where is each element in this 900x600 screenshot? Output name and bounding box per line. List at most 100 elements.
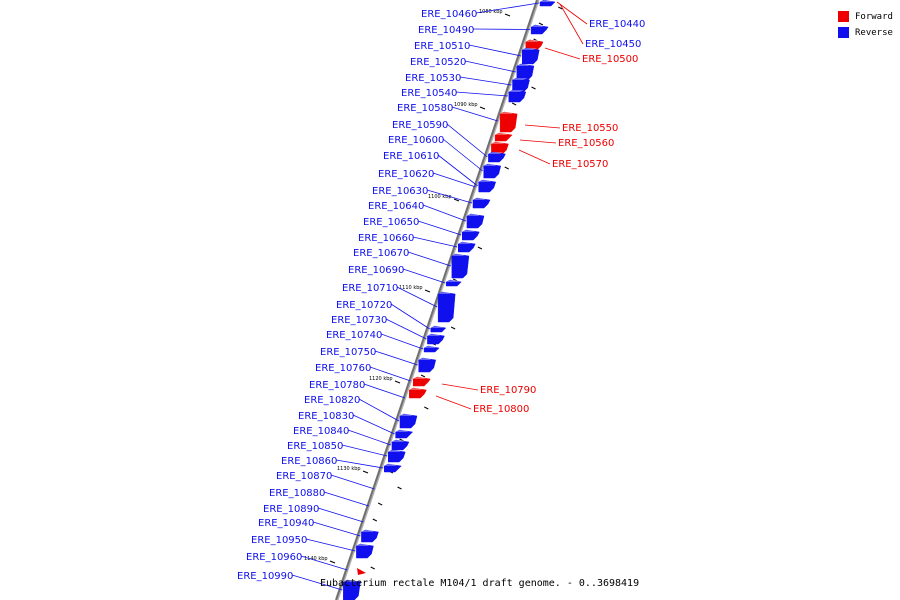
reverse-gene-label: ERE_10830 — [298, 411, 354, 422]
scale-tick — [531, 86, 536, 90]
scale-tick — [533, 38, 538, 42]
legend-item-reverse: Reverse — [838, 25, 898, 40]
reverse-swatch-icon — [838, 27, 849, 38]
reverse-gene-label: ERE_10870 — [276, 471, 332, 482]
reverse-connector — [446, 123, 488, 158]
scale-tick — [370, 566, 375, 570]
reverse-gene-label: ERE_10540 — [401, 88, 457, 99]
legend-label-forward: Forward — [855, 11, 893, 22]
scale-tick — [397, 486, 402, 490]
reverse-gene-label: ERE_10630 — [372, 186, 428, 197]
scale-tick — [399, 438, 404, 442]
reverse-gene-ERE_10510-highlight — [522, 48, 538, 50]
reverse-gene-ERE_10850-highlight — [388, 450, 404, 452]
forward-connector — [556, 1, 588, 25]
reverse-connector — [317, 507, 364, 523]
reverse-gene-ERE_10720 — [430, 325, 447, 333]
legend-label-reverse: Reverse — [855, 27, 893, 38]
reverse-gene-ERE_10750 — [418, 357, 437, 373]
forward-gene-label: ERE_10500 — [582, 54, 638, 65]
reverse-connector — [422, 204, 467, 222]
reverse-gene-ERE_10610-highlight — [478, 180, 494, 182]
forward-connector — [559, 3, 584, 45]
reverse-gene-ERE_10590 — [488, 151, 506, 163]
reverse-connector — [426, 189, 473, 204]
reverse-connector — [341, 444, 388, 457]
reverse-gene-label: ERE_10520 — [410, 57, 466, 68]
reverse-gene-ERE_10940 — [361, 529, 379, 543]
reverse-connector — [412, 236, 458, 248]
reverse-gene-ERE_10840-highlight — [391, 440, 407, 442]
forward-gene-ERE_10550-highlight — [500, 112, 516, 114]
reverse-gene-ERE_10730-highlight — [427, 334, 443, 336]
kbp-tick-label: 1120 kbp — [369, 376, 393, 382]
reverse-gene-ERE_10720-highlight — [430, 326, 446, 328]
reverse-gene-ERE_10460-highlight — [539, 0, 555, 2]
reverse-gene-ERE_10650-highlight — [462, 230, 478, 232]
forward-gene-ERE_10560-highlight — [495, 133, 511, 135]
reverse-gene-label: ERE_10610 — [383, 151, 439, 162]
forward-connector — [519, 139, 557, 144]
reverse-gene-label: ERE_10690 — [348, 265, 404, 276]
forward-gene-ERE_10790-highlight — [413, 377, 429, 379]
reverse-gene-label: ERE_10890 — [263, 504, 319, 515]
reverse-gene-label: ERE_10710 — [342, 283, 398, 294]
reverse-connector — [451, 106, 498, 122]
forward-gene-ERE_10560 — [494, 132, 513, 142]
forward-swatch-icon — [838, 11, 849, 22]
reverse-gene-ERE_10670-highlight — [451, 254, 467, 256]
reverse-gene-ERE_10990 — [343, 579, 361, 600]
reverse-gene-ERE_10820-highlight — [399, 414, 415, 416]
reverse-gene-ERE_10670 — [451, 253, 470, 279]
forward-connector — [518, 149, 551, 165]
reverse-connector — [432, 172, 476, 188]
reverse-connector — [385, 318, 427, 340]
reverse-gene-ERE_10950-highlight — [356, 544, 372, 546]
reverse-gene-label: ERE_10640 — [368, 201, 424, 212]
reverse-connector — [442, 138, 483, 172]
reverse-gene-ERE_10840 — [391, 439, 410, 451]
reverse-connector — [390, 303, 431, 330]
reverse-gene-label: ERE_10960 — [246, 552, 302, 563]
reverse-gene-ERE_10630 — [472, 197, 491, 209]
reverse-connector — [464, 60, 516, 73]
reverse-gene-label: ERE_10490 — [418, 25, 474, 36]
reverse-connector — [472, 28, 531, 30]
reverse-gene-ERE_10490-highlight — [531, 25, 547, 27]
reverse-gene-label: ERE_10620 — [378, 169, 434, 180]
forward-connector — [524, 124, 561, 129]
scale-tick — [377, 502, 383, 506]
reverse-connector — [380, 333, 424, 350]
reverse-connector — [369, 366, 411, 382]
reverse-gene-label: ERE_10510 — [414, 41, 470, 52]
reverse-gene-label: ERE_10580 — [397, 103, 453, 114]
reverse-gene-ERE_10690 — [445, 279, 462, 287]
reverse-gene-label: ERE_10660 — [358, 233, 414, 244]
reverse-gene-label: ERE_10850 — [287, 441, 343, 452]
reverse-gene-label: ERE_10590 — [392, 120, 448, 131]
reverse-gene-label: ERE_10760 — [315, 363, 371, 374]
legend: Forward Reverse — [838, 9, 898, 41]
forward-gene-label: ERE_10790 — [480, 385, 536, 396]
reverse-gene-label: ERE_10950 — [251, 535, 307, 546]
reverse-gene-label: ERE_10720 — [336, 300, 392, 311]
kbp-tick-label: 1110 kbp — [399, 285, 423, 291]
reverse-gene-ERE_10710 — [437, 291, 456, 323]
reverse-gene-ERE_10460 — [539, 0, 556, 7]
reverse-connector — [455, 91, 508, 97]
forward-gene-label: ERE_10450 — [585, 39, 641, 50]
reverse-gene-label: ERE_10990 — [237, 571, 293, 582]
reverse-gene-label: ERE_10780 — [309, 380, 365, 391]
kbp-tick-mark — [424, 289, 431, 293]
reverse-gene-label: ERE_10740 — [326, 330, 382, 341]
kbp-tick-mark — [453, 198, 460, 202]
reverse-gene-label: ERE_10880 — [269, 488, 325, 499]
reverse-gene-ERE_10730 — [427, 333, 445, 345]
forward-gene-ERE_10570-highlight — [491, 142, 507, 144]
reverse-gene-ERE_10940-highlight — [361, 530, 377, 532]
reverse-connector — [300, 555, 348, 571]
reverse-connector — [335, 459, 384, 469]
reverse-gene-label: ERE_10650 — [363, 217, 419, 228]
scale-tick — [424, 406, 429, 410]
